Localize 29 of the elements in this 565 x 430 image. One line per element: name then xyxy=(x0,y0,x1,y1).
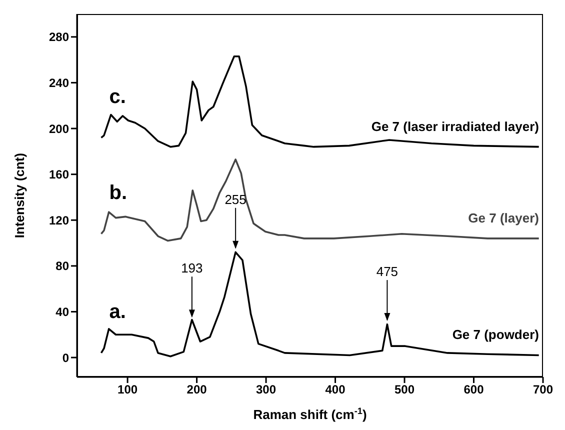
x-tick-label: 700 xyxy=(532,382,554,397)
line-series xyxy=(100,55,540,148)
y-tick-label: 80 xyxy=(56,259,70,274)
x-tick-label: 200 xyxy=(186,382,208,397)
line-series xyxy=(100,251,540,358)
annotation: 255 xyxy=(224,192,246,207)
annotation: c. xyxy=(109,86,126,108)
y-tick-label: 200 xyxy=(48,122,70,136)
series-label: Ge 7 (powder) xyxy=(452,327,539,342)
y-tick-label: 120 xyxy=(48,213,70,228)
y-tick-label: 280 xyxy=(48,30,70,44)
line-series xyxy=(100,158,540,242)
series-label: Ge 7 (laser irradiated layer) xyxy=(371,118,539,134)
y-tick-label: 40 xyxy=(56,304,70,319)
series-label: Ge 7 (layer) xyxy=(468,210,539,226)
x-tick-label: 100 xyxy=(118,382,138,397)
y-axis-title: Intensity (cnt) xyxy=(12,152,27,238)
x-tick-label: 400 xyxy=(325,382,346,397)
y-tick-label: 160 xyxy=(48,168,70,182)
x-tick-label: 300 xyxy=(256,382,276,397)
x-tick-label: 500 xyxy=(394,382,415,397)
annotation: a. xyxy=(109,301,126,324)
annotation: b. xyxy=(109,182,128,204)
annotation: 475 xyxy=(376,264,398,280)
x-axis-title: Raman shift (cm$^{-1}$) xyxy=(253,406,367,422)
y-tick-label: 240 xyxy=(48,76,70,90)
annotation: 193 xyxy=(181,260,203,276)
x-tick-label: 600 xyxy=(464,382,484,397)
y-tick-label: 0 xyxy=(62,350,70,365)
